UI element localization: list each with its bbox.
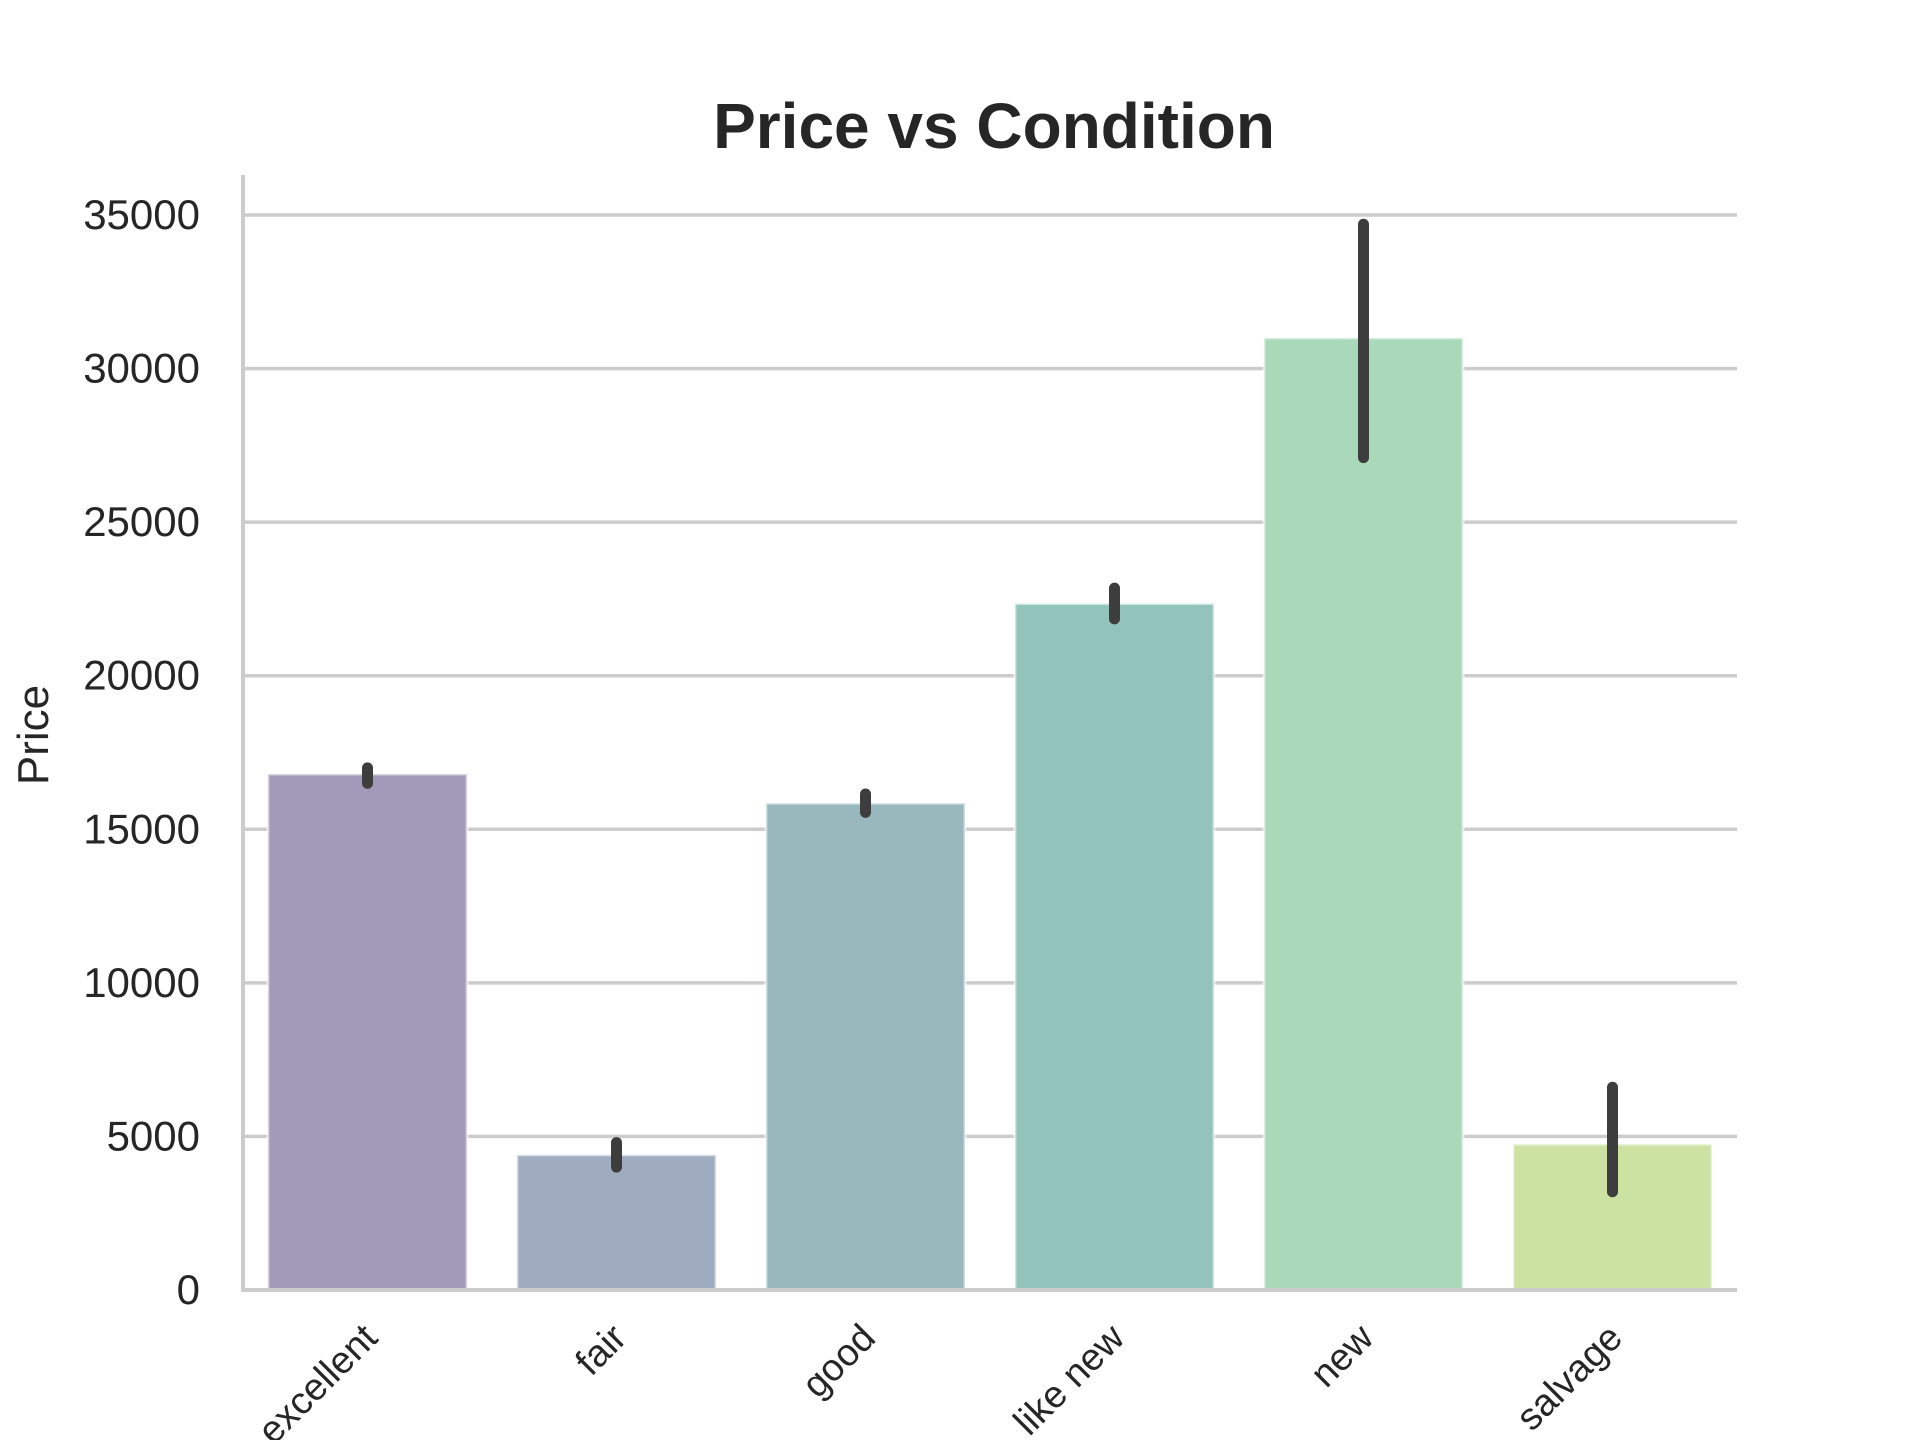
bar [1013, 602, 1216, 1292]
y-tick-labels: 0 5000 10000 15000 20000 25000 30000 35000 [83, 191, 200, 1313]
bar [266, 772, 469, 1292]
bar [515, 1153, 718, 1292]
bars [266, 336, 1714, 1292]
gridlines [243, 213, 1737, 1139]
y-axis-label: Price [9, 685, 58, 785]
y-tick-label: 20000 [83, 652, 200, 699]
x-tick-label: like new [1006, 1316, 1133, 1440]
x-tick-label: excellent [250, 1316, 386, 1440]
x-tick-labels: excellent fair good like new new salvage [250, 1316, 1631, 1440]
y-tick-label: 5000 [107, 1112, 200, 1159]
axes [241, 175, 1737, 1292]
y-tick-label: 0 [177, 1266, 200, 1313]
y-tick-label: 10000 [83, 959, 200, 1006]
x-tick-label: salvage [1509, 1317, 1631, 1439]
bar [764, 801, 967, 1292]
x-tick-label: new [1303, 1316, 1382, 1395]
bar [1262, 336, 1465, 1292]
y-tick-label: 30000 [83, 345, 200, 392]
y-tick-label: 15000 [83, 805, 200, 852]
x-tick-label: good [794, 1317, 883, 1406]
error-bars [362, 218, 1618, 1198]
y-tick-label: 25000 [83, 498, 200, 545]
chart-title: Price vs Condition [713, 90, 1275, 162]
y-tick-label: 35000 [83, 191, 200, 238]
x-tick-label: fair [568, 1316, 635, 1383]
